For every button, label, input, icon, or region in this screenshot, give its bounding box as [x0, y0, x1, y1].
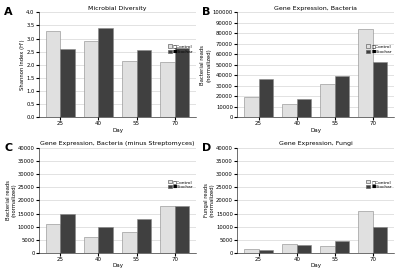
- Text: A: A: [4, 7, 13, 17]
- X-axis label: Day: Day: [310, 128, 321, 133]
- Bar: [282, 244, 297, 253]
- Y-axis label: Bacterial reads
(normalized): Bacterial reads (normalized): [6, 180, 16, 220]
- Bar: [122, 61, 136, 117]
- Bar: [60, 213, 75, 253]
- Bar: [373, 227, 387, 253]
- Bar: [358, 211, 373, 253]
- Bar: [60, 49, 75, 117]
- Bar: [259, 250, 273, 253]
- Bar: [136, 50, 151, 117]
- Text: B: B: [202, 7, 211, 17]
- Bar: [320, 246, 335, 253]
- Bar: [46, 224, 60, 253]
- Bar: [46, 31, 60, 117]
- Bar: [244, 249, 259, 253]
- Title: Gene Expression, Fungi: Gene Expression, Fungi: [279, 141, 352, 146]
- Bar: [160, 206, 175, 253]
- Bar: [297, 245, 311, 253]
- Bar: [244, 97, 259, 117]
- Title: Gene Expression, Bacteria: Gene Expression, Bacteria: [274, 5, 357, 11]
- X-axis label: Day: Day: [112, 263, 123, 269]
- Bar: [297, 99, 311, 117]
- X-axis label: Day: Day: [112, 128, 123, 133]
- Legend: □Control, ■Biochar: □Control, ■Biochar: [168, 44, 194, 54]
- X-axis label: Day: Day: [310, 263, 321, 269]
- Title: Microbial Diversity: Microbial Diversity: [88, 5, 147, 11]
- Text: C: C: [4, 143, 12, 153]
- Bar: [84, 237, 98, 253]
- Legend: □Control, ■Biochar: □Control, ■Biochar: [168, 179, 194, 190]
- Bar: [282, 104, 297, 117]
- Bar: [335, 76, 349, 117]
- Bar: [175, 206, 189, 253]
- Title: Gene Expression, Bacteria (minus Streptomyces): Gene Expression, Bacteria (minus Strepto…: [40, 141, 195, 146]
- Bar: [98, 227, 113, 253]
- Y-axis label: Bacterial reads
(normalized): Bacterial reads (normalized): [200, 45, 211, 85]
- Bar: [160, 62, 175, 117]
- Y-axis label: Shannon Index (H'): Shannon Index (H'): [20, 39, 25, 90]
- Bar: [358, 29, 373, 117]
- Legend: □Control, ■Biochar: □Control, ■Biochar: [366, 44, 392, 54]
- Bar: [373, 62, 387, 117]
- Text: D: D: [202, 143, 212, 153]
- Bar: [335, 241, 349, 253]
- Bar: [98, 28, 113, 117]
- Bar: [122, 232, 136, 253]
- Legend: □Control, ■Biochar: □Control, ■Biochar: [366, 179, 392, 190]
- Bar: [136, 219, 151, 253]
- Y-axis label: Fungal reads
(normalized): Fungal reads (normalized): [204, 183, 214, 217]
- Bar: [84, 41, 98, 117]
- Bar: [175, 48, 189, 117]
- Bar: [320, 84, 335, 117]
- Bar: [259, 79, 273, 117]
